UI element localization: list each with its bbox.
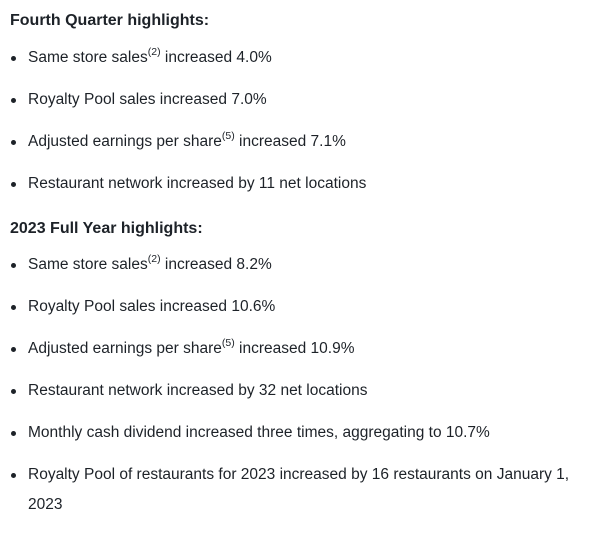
list-item-text: Royalty Pool of restaurants for 2023 inc… [28,466,570,513]
list-item: Royalty Pool sales increased 7.0% [10,85,597,115]
fy2023-highlights-heading: 2023 Full Year highlights: [10,220,203,237]
q4-highlights-heading: Fourth Quarter highlights: [10,12,210,29]
q4-highlights-list: Same store sales(2) increased 4.0% Royal… [10,43,597,199]
list-item: Royalty Pool of restaurants for 2023 inc… [10,460,597,520]
list-item-text: increased 8.2% [160,256,272,273]
list-item-text: Royalty Pool sales increased 10.6% [28,298,276,315]
list-item-text: Restaurant network increased by 11 net l… [28,175,367,192]
footnote-ref: (5) [221,129,235,142]
footnote-ref: (2) [147,252,161,265]
list-item: Same store sales(2) increased 8.2% [10,250,597,280]
list-item-text: Monthly cash dividend increased three ti… [28,424,490,441]
list-item: Monthly cash dividend increased three ti… [10,418,597,448]
list-item: Restaurant network increased by 32 net l… [10,376,597,406]
list-item: Same store sales(2) increased 4.0% [10,43,597,73]
list-item-text: Adjusted earnings per share [28,340,222,357]
list-item-text: increased 10.9% [234,340,355,357]
list-item-text: increased 4.0% [160,49,272,66]
list-item: Restaurant network increased by 11 net l… [10,169,597,199]
fy2023-highlights-list: Same store sales(2) increased 8.2% Royal… [10,250,597,520]
list-item-text: increased 7.1% [234,133,346,150]
list-item-text: Same store sales [28,49,148,66]
footnote-ref: (2) [147,45,161,58]
list-item: Adjusted earnings per share(5) increased… [10,127,597,157]
footnote-ref: (5) [221,336,235,349]
list-item: Adjusted earnings per share(5) increased… [10,334,597,364]
list-item-text: Adjusted earnings per share [28,133,222,150]
list-item-text: Restaurant network increased by 32 net l… [28,382,368,399]
list-item-text: Same store sales [28,256,148,273]
list-item: Royalty Pool sales increased 10.6% [10,292,597,322]
list-item-text: Royalty Pool sales increased 7.0% [28,91,267,108]
